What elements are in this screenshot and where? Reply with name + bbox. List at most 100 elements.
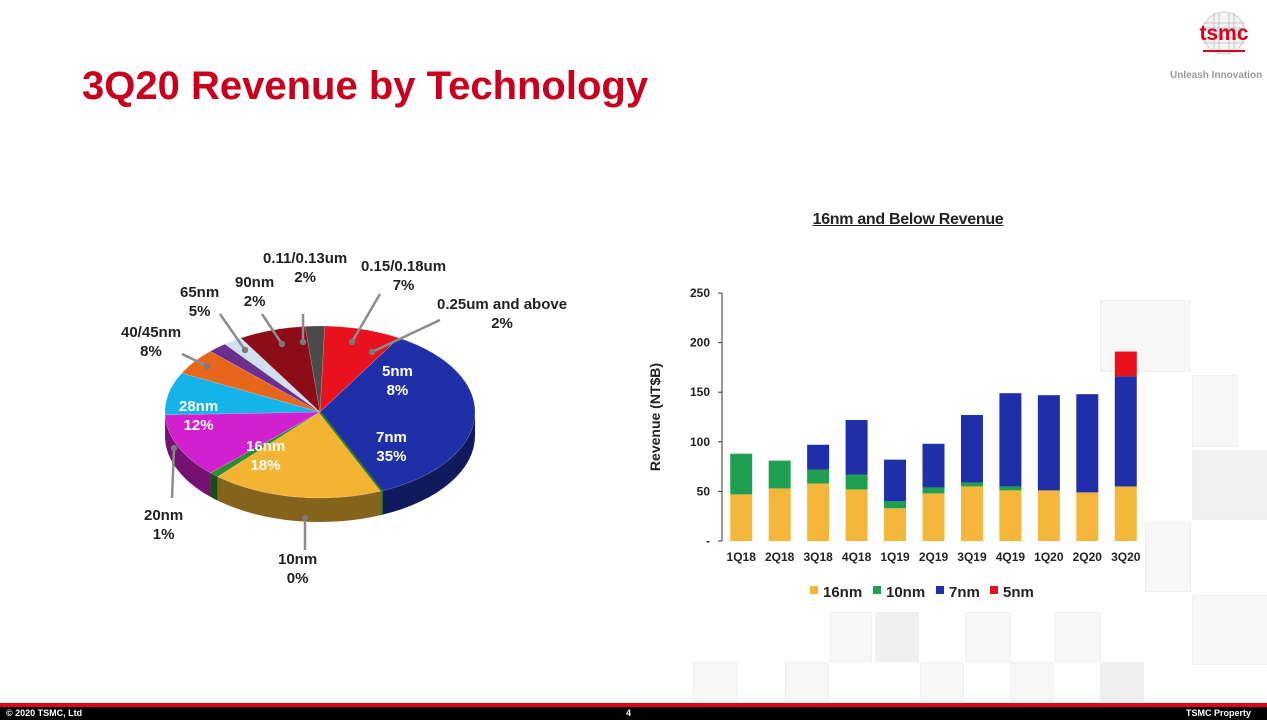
y-tick-label: 50	[697, 484, 711, 498]
bar-7nm-3Q20	[1114, 376, 1137, 487]
legend-swatch-16nm	[810, 586, 818, 594]
bar-7nm-4Q18	[845, 419, 868, 475]
pie-label-65nm: 65nm 5%	[180, 284, 220, 320]
pie-label-0.25um-above: 0.25um and above 2%	[437, 296, 568, 332]
pie-leader-20nm	[170, 447, 176, 499]
bar-10nm-2Q19	[922, 487, 945, 494]
bar-16nm-1Q18	[730, 494, 753, 541]
x-tick-label: 2Q19	[919, 550, 949, 564]
pie-label-90nm: 90nm 2%	[235, 274, 275, 310]
pie-leader-dot-65nm	[241, 346, 249, 354]
page-number: 4	[626, 708, 632, 718]
x-tick-label: 1Q18	[727, 550, 757, 564]
pie-leader-90nm	[260, 313, 284, 345]
pie-chart	[164, 293, 476, 550]
pie-label-0.15-0.18um: 0.15/0.18um 7%	[361, 258, 447, 294]
pie-label-40-45nm: 40/45nm 8%	[121, 324, 182, 360]
footer-property: TSMC Property	[1186, 708, 1252, 718]
bar-10nm-3Q18	[807, 469, 830, 484]
x-tick-label: 3Q18	[803, 550, 833, 564]
bar-7nm-2Q19	[922, 443, 945, 488]
pie-label-20nm: 20nm 1%	[144, 507, 184, 543]
x-tick-label: 3Q19	[957, 550, 987, 564]
pie-leader-dot-10nm	[301, 514, 309, 522]
bg-tile	[1192, 450, 1267, 520]
logo-text: tsmc	[1199, 22, 1248, 45]
x-tick-label: 4Q18	[842, 550, 872, 564]
legend-label-16nm: 16nm	[823, 584, 862, 601]
bg-tile	[875, 612, 919, 662]
pie-label-28nm: 28nm 12%	[179, 398, 219, 434]
legend-swatch-7nm	[936, 586, 944, 594]
y-tick-label: -	[706, 534, 710, 548]
copyright: © 2020 TSMC, Ltd	[6, 708, 83, 718]
bar-chart-title: 16nm and Below Revenue	[812, 211, 1004, 228]
bar-7nm-2Q20	[1076, 394, 1099, 493]
bar-16nm-3Q20	[1114, 486, 1137, 541]
bar-10nm-1Q18	[730, 453, 753, 495]
bar-16nm-4Q18	[845, 489, 868, 541]
pie-slice-20nm	[209, 411, 321, 477]
pie-slice-10nm-edge	[319, 411, 383, 492]
bar-16nm-3Q18	[807, 483, 830, 541]
y-tick-label: 250	[690, 286, 710, 300]
bar-10nm-3Q19	[960, 482, 983, 487]
pie-side-20nm	[210, 472, 218, 501]
pie-slice-65nm	[181, 350, 321, 413]
pie-side-16nm	[217, 476, 382, 522]
x-tick-label: 1Q19	[880, 550, 910, 564]
bg-tile	[1100, 662, 1144, 702]
bar-16nm-1Q19	[884, 508, 907, 541]
slide-title: 3Q20 Revenue by Technology	[82, 64, 649, 108]
pie-slice-0.11/0.13um	[224, 337, 321, 413]
pie-slice-40/45nm	[164, 372, 321, 416]
bar-10nm-1Q19	[884, 501, 907, 509]
pie-leader-dot-40/45nm	[203, 362, 211, 370]
x-tick-label: 2Q20	[1073, 550, 1103, 564]
bg-tile	[1192, 595, 1267, 665]
legend-swatch-5nm	[990, 586, 998, 594]
pie-leader-65nm	[218, 313, 247, 351]
pie-side-7nm	[381, 412, 475, 515]
legend-label-5nm: 5nm	[1003, 584, 1034, 601]
pie-leader-dot-0.25um and above	[368, 348, 376, 356]
x-tick-label: 3Q20	[1111, 550, 1141, 564]
pie-leader-dot-20nm	[170, 444, 178, 452]
bg-tile	[920, 662, 964, 702]
bar-chart: - 50 100 150 200 250 Revenue (NT$B) 1Q18 2Q18 3Q1…	[647, 286, 1141, 601]
pie-slice-16nm	[217, 411, 383, 499]
bg-tile	[830, 612, 872, 662]
y-tick-label: 100	[690, 435, 710, 449]
footer-divider	[0, 703, 1267, 707]
pie-leader-0.25um and above	[371, 318, 441, 354]
pie-label-10nm: 10nm 0%	[278, 551, 318, 587]
pie-label-16nm: 16nm 18%	[246, 438, 286, 474]
legend-label-7nm: 7nm	[949, 584, 980, 601]
bar-16nm-3Q19	[960, 486, 983, 541]
pie-slice-7nm	[319, 337, 476, 492]
pie-slice-90nm	[209, 343, 321, 413]
bar-7nm-3Q18	[807, 444, 830, 470]
bar-16nm-2Q19	[922, 493, 945, 541]
tagline: Unleash Innovation	[1170, 70, 1263, 81]
pie-leader-dot-0.11/0.13um	[299, 338, 307, 346]
bar-16nm-2Q20	[1076, 492, 1099, 541]
bg-tile	[965, 612, 1011, 662]
bar-7nm-4Q19	[999, 393, 1022, 487]
x-tick-label: 4Q19	[996, 550, 1026, 564]
bar-10nm-4Q19	[999, 486, 1022, 491]
bg-tile	[693, 662, 737, 702]
bar-16nm-1Q20	[1037, 490, 1060, 541]
bar-7nm-1Q20	[1037, 395, 1060, 491]
pie-label-0.11-0.13um: 0.11/0.13um 2%	[263, 250, 348, 286]
bg-tile	[1055, 612, 1101, 662]
pie-leader-0.15/0.18um	[350, 293, 382, 343]
pie-slice-28nm	[164, 411, 321, 474]
pie-leader-40/45nm	[181, 352, 208, 368]
y-axis-label: Revenue (NT$B)	[647, 363, 663, 471]
x-tick-label: 2Q18	[765, 550, 795, 564]
legend-label-10nm: 10nm	[886, 584, 925, 601]
bar-16nm-2Q18	[768, 488, 791, 541]
y-tick-label: 150	[690, 385, 710, 399]
footer: © 2020 TSMC, Ltd 4 TSMC Property	[0, 707, 1267, 720]
